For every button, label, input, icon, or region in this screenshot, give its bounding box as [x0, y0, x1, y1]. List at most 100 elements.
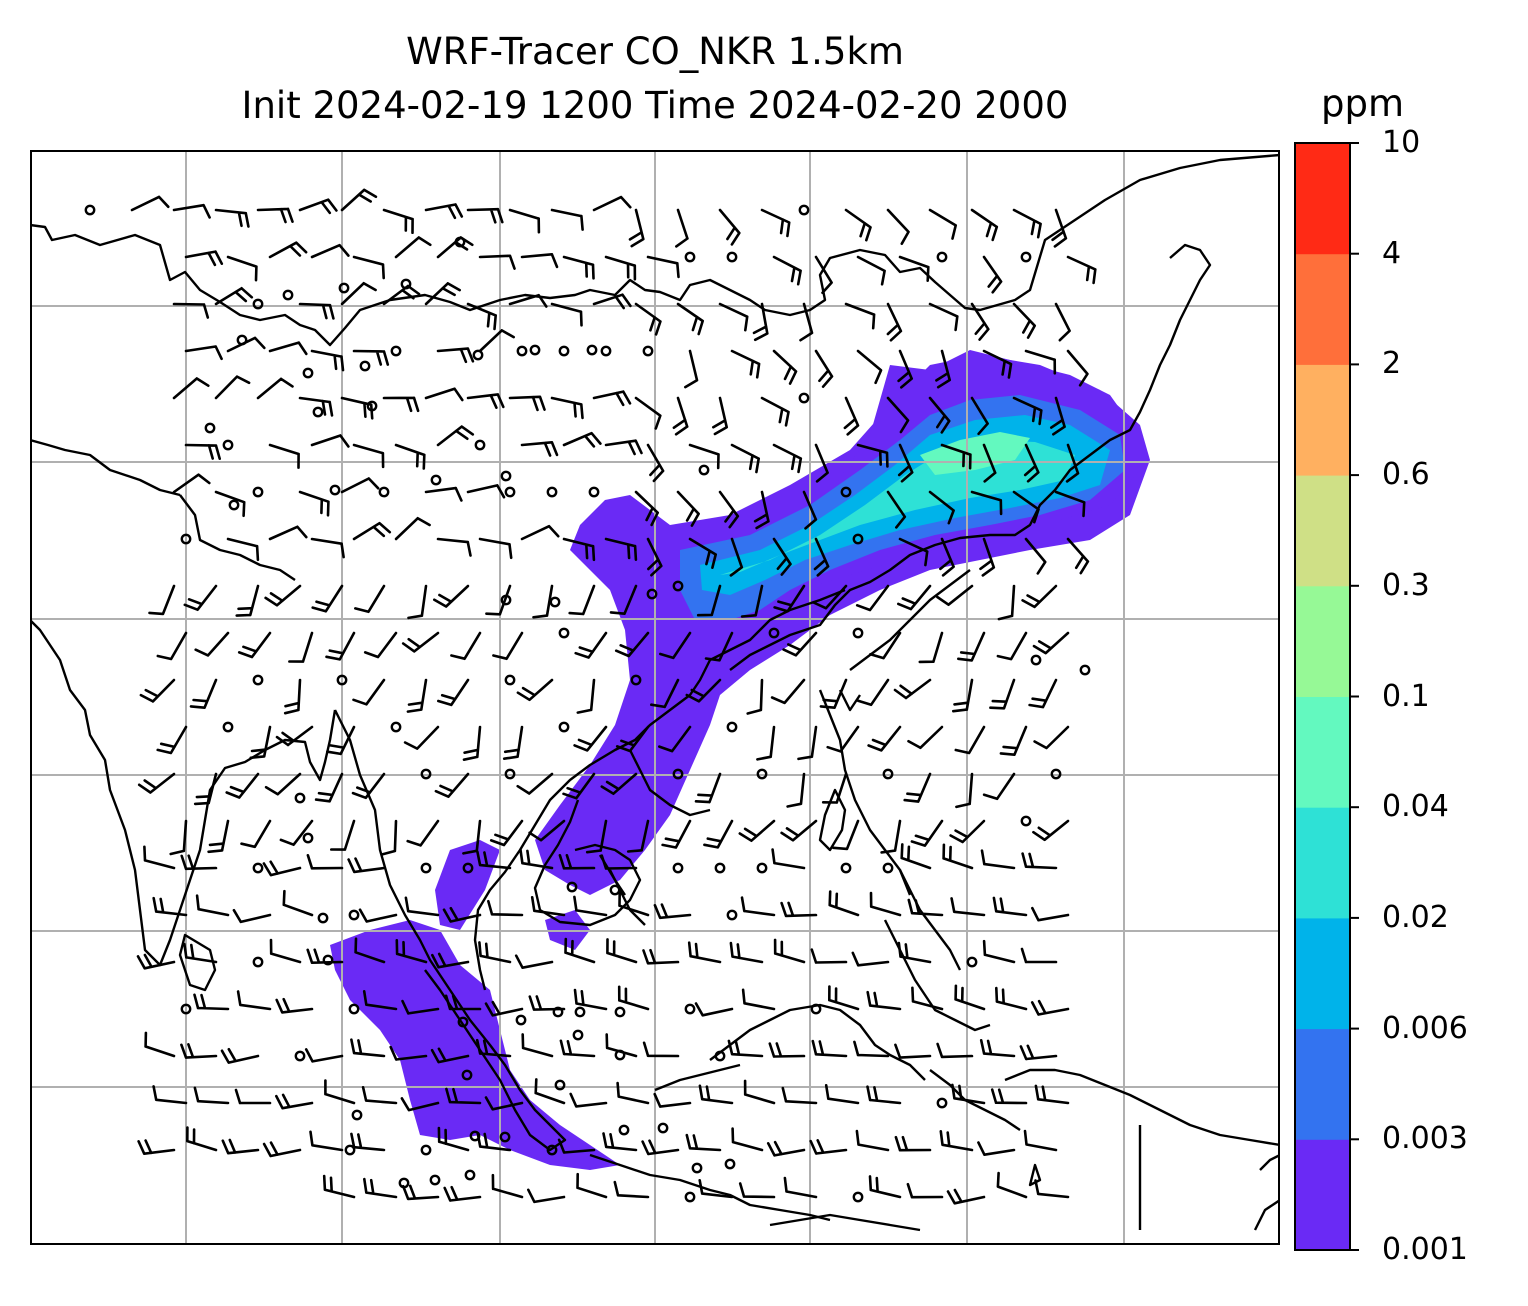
wind-barb: [326, 725, 356, 756]
calm-wind-marker: [252, 956, 264, 968]
wind-barb: [462, 819, 482, 855]
wind-barb: [928, 208, 957, 240]
calm-wind-marker: [852, 627, 864, 639]
wind-barb: [592, 293, 632, 310]
chart-title: WRF-Tracer CO_NKR 1.5km: [406, 30, 904, 73]
wind-barb: [982, 349, 1013, 379]
wind-barb: [1065, 443, 1080, 483]
wind-barb: [897, 941, 932, 964]
calm-wind-marker: [614, 1006, 626, 1018]
calm-wind-marker: [756, 862, 768, 874]
wind-barb: [634, 490, 659, 527]
wind-barb: [952, 678, 974, 713]
wind-barb: [1033, 725, 1070, 750]
calm-wind-marker: [936, 251, 948, 263]
calm-wind-marker: [282, 289, 294, 301]
wind-barb: [868, 1175, 902, 1199]
calm-wind-marker: [566, 881, 578, 893]
wind-barb: [424, 282, 461, 306]
colorbar-tick-label: 4: [1382, 235, 1402, 271]
calm-wind-marker: [646, 588, 658, 600]
wind-barb: [324, 1079, 356, 1105]
wind-barb: [592, 390, 632, 407]
wind-barb: [780, 819, 818, 842]
wind-barb: [268, 341, 308, 356]
wind-barb: [942, 843, 974, 870]
wind-barb: [306, 948, 344, 964]
wind-barb: [781, 1086, 818, 1105]
wind-barb: [1028, 678, 1058, 709]
calm-wind-marker: [1020, 815, 1032, 827]
wind-barb: [727, 1039, 764, 1058]
wind-barb: [851, 951, 890, 967]
wind-barb: [527, 1188, 566, 1204]
wind-barb: [139, 678, 176, 703]
wind-barb: [436, 537, 472, 557]
wind-barb: [478, 941, 512, 964]
wind-barb: [516, 772, 554, 795]
wind-barb: [894, 1135, 932, 1152]
colorbar-swatch-5: [1295, 585, 1350, 697]
wind-barb: [606, 938, 638, 964]
wind-barb: [672, 396, 689, 436]
wind-barb: [237, 631, 272, 659]
calm-wind-marker: [529, 344, 541, 356]
wind-barb: [309, 1130, 344, 1152]
wind-barb: [484, 1000, 524, 1017]
wind-barb: [310, 537, 345, 559]
calm-wind-marker: [457, 1016, 469, 1028]
calm-wind-marker: [840, 862, 852, 874]
wind-barb: [130, 195, 170, 212]
wind-barb: [516, 678, 554, 702]
wind-barb: [741, 988, 776, 1011]
wind-barb: [771, 848, 806, 870]
wind-barb: [1030, 999, 1070, 1016]
wind-barb: [350, 1132, 386, 1152]
wind-barb: [828, 985, 860, 1011]
wind-barb: [268, 525, 308, 541]
calm-wind-marker: [222, 439, 234, 451]
wind-barb: [310, 243, 350, 259]
colorbar-swatch-3: [1295, 807, 1350, 919]
wind-barb: [437, 1126, 470, 1152]
wind-barb: [773, 584, 806, 613]
wind-barb: [573, 988, 608, 1011]
wind-barb: [406, 678, 428, 713]
wind-barb: [352, 349, 390, 366]
wind-barb: [322, 1174, 356, 1199]
wind-barb: [234, 1088, 272, 1105]
wind-barb: [694, 1002, 734, 1017]
wind-barb: [573, 895, 608, 917]
wind-barb: [152, 1085, 188, 1105]
calm-wind-marker: [798, 392, 810, 404]
wind-barb: [436, 347, 475, 364]
calm-wind-marker: [756, 768, 768, 780]
wind-barb: [442, 906, 482, 923]
wind-barb: [982, 255, 1003, 294]
wind-barb: [466, 302, 497, 331]
wind-barb: [214, 490, 246, 518]
wind-barb: [363, 631, 398, 659]
calm-wind-marker: [398, 1177, 410, 1189]
wind-barb: [886, 490, 907, 529]
wind-barb: [136, 953, 176, 970]
calm-wind-marker: [691, 1162, 703, 1174]
wind-barb: [314, 772, 344, 803]
wind-barb: [180, 1043, 218, 1059]
wind-barb: [424, 387, 464, 402]
wind-barb: [634, 302, 662, 336]
calm-wind-marker: [429, 1174, 441, 1186]
map-gridlines: [30, 150, 1280, 1245]
calm-wind-marker: [359, 360, 371, 372]
wind-barb: [646, 537, 663, 577]
wind-barb: [653, 903, 692, 920]
wind-barb: [828, 890, 860, 917]
wind-barb: [687, 941, 722, 964]
wind-barb: [406, 819, 440, 847]
wind-barb: [641, 1139, 680, 1156]
wind-barb: [730, 443, 760, 474]
wind-barb: [898, 255, 930, 282]
wind-barb: [269, 938, 302, 964]
wind-barb: [395, 939, 428, 964]
wind-barb: [646, 255, 680, 279]
